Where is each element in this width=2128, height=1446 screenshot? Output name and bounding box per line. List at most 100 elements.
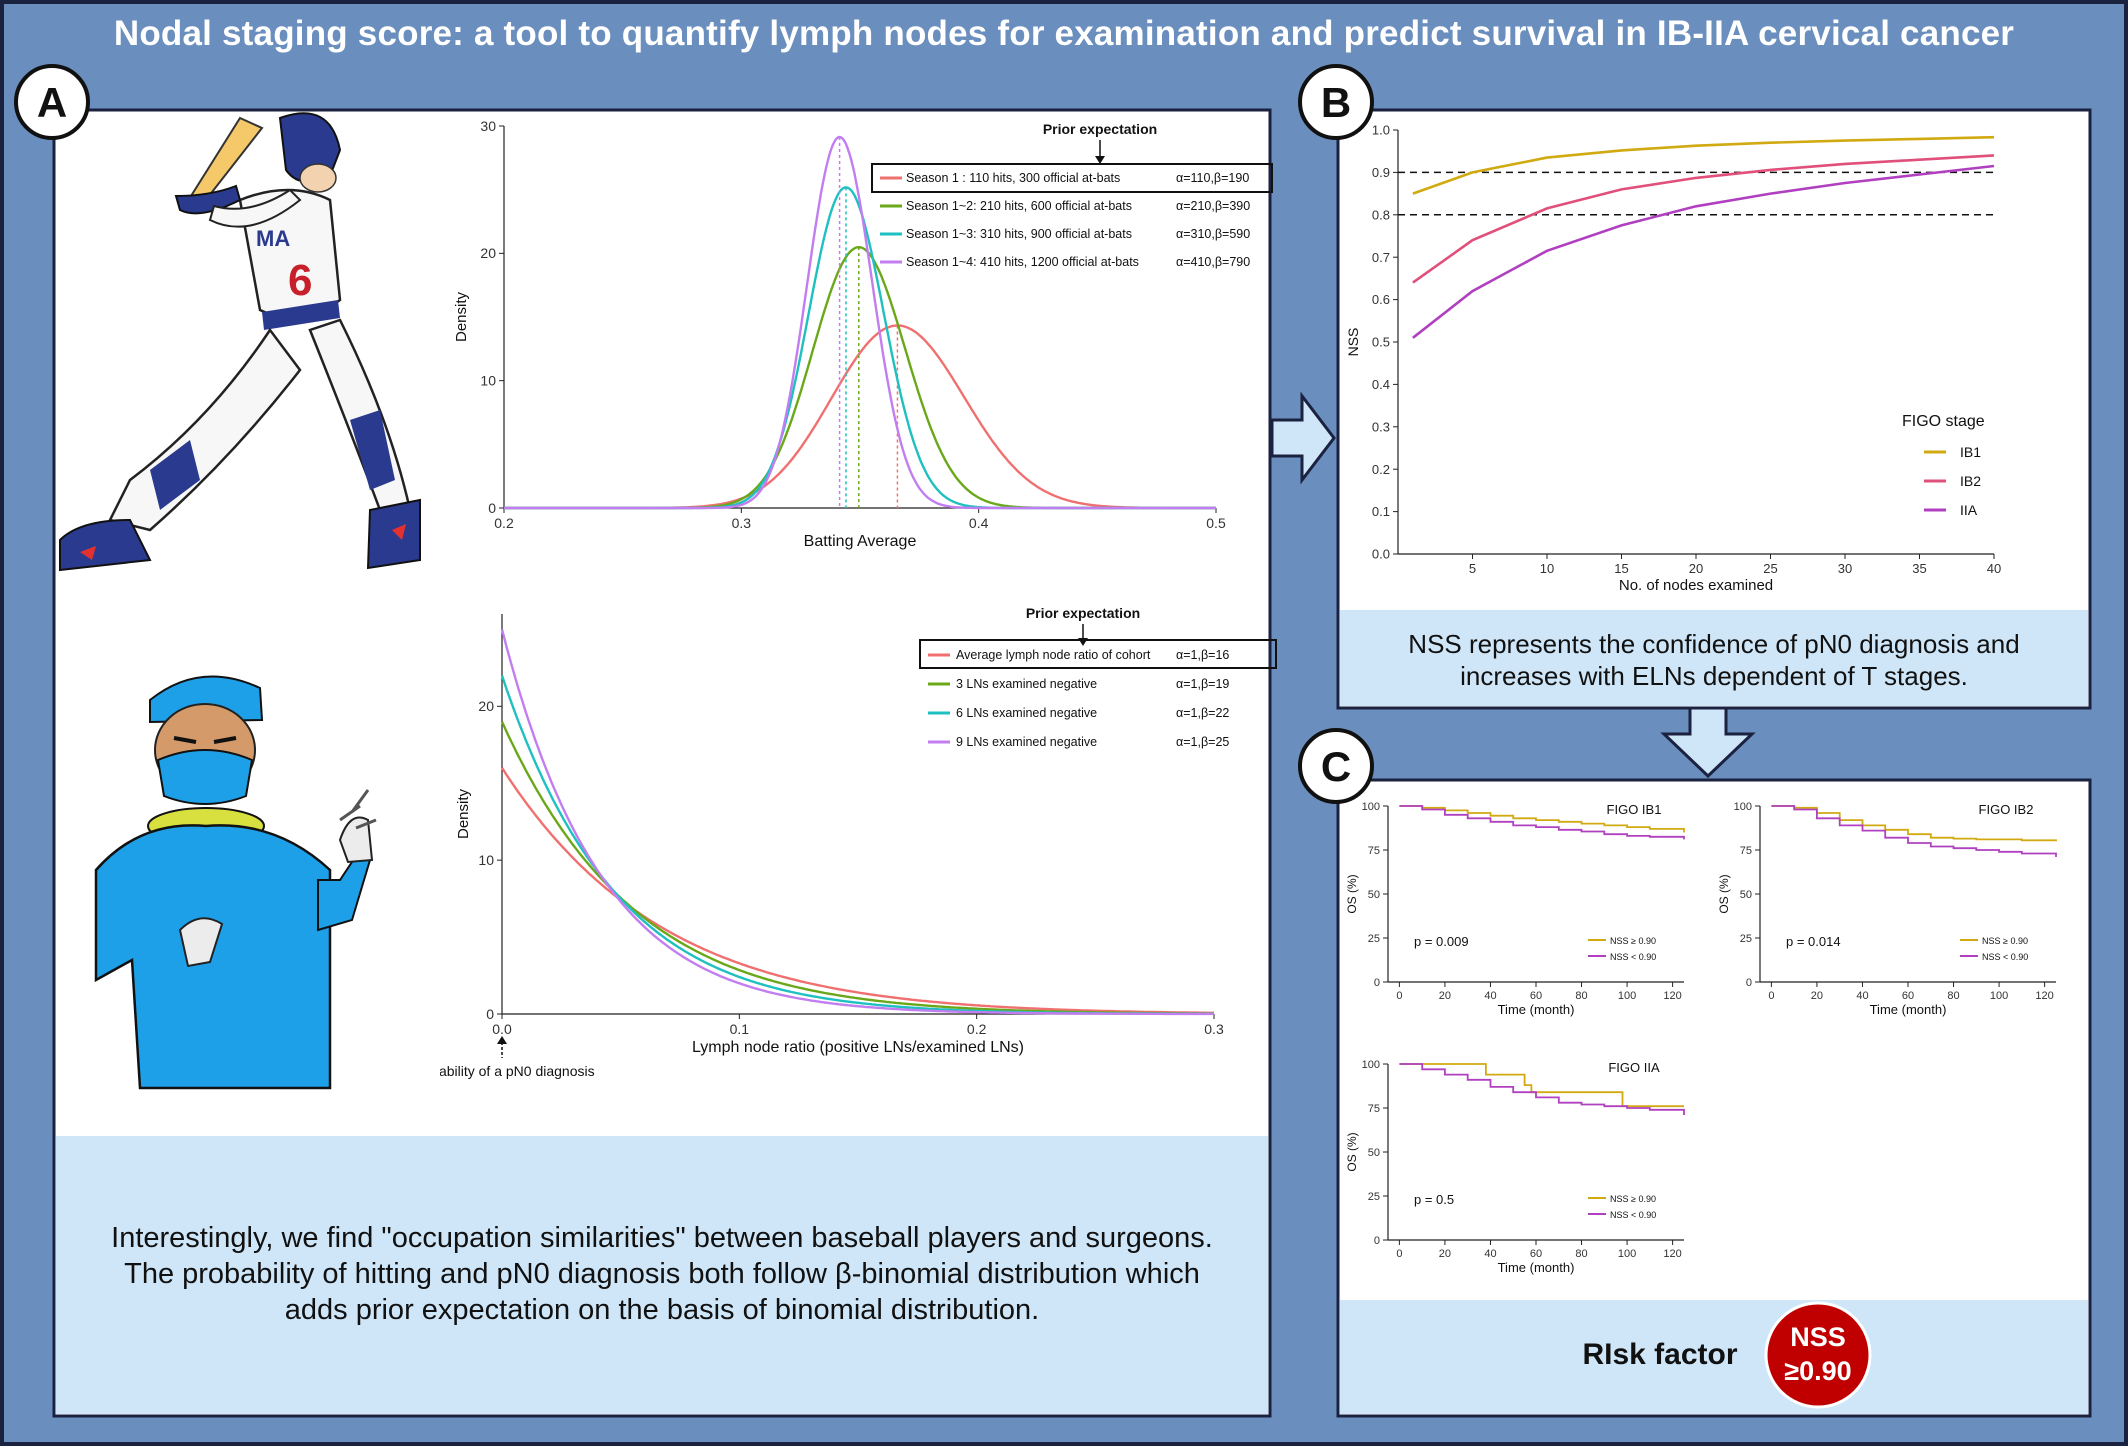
risk-badge-text: NSS ≥0.90 <box>1766 1320 1870 1388</box>
chart-nss: 0.0 0.1 0.2 0.3 0.4 0.5 0.6 0.7 0.8 0.9 1.0 5 10 15 20… <box>1345 123 2001 594</box>
y-tick-label: 30 <box>480 118 496 134</box>
prior-expectation-label: Prior expectation <box>1026 605 1140 621</box>
legend-label: IIA <box>1960 502 1978 518</box>
x-tick-label: 20 <box>1689 561 1703 576</box>
km-title: FIGO IIA <box>1608 1060 1660 1075</box>
y-tick-label: 100 <box>1362 1059 1380 1071</box>
legend-label: Average lymph node ratio of cohort <box>956 648 1151 662</box>
x-tick-label: 40 <box>1484 990 1496 1002</box>
x-tick-label: 20 <box>1811 990 1823 1002</box>
arrow-right-icon <box>1270 391 1336 485</box>
km-title: FIGO IB2 <box>1979 802 2034 817</box>
panel-b-caption-line-1: NSS represents the confidence of pN0 dia… <box>1408 629 2020 659</box>
survival-curve <box>1399 1063 1684 1108</box>
x-tick-label: 0.1 <box>730 1021 750 1037</box>
y-tick-label: 25 <box>1368 1191 1380 1203</box>
legend-label: NSS ≥ 0.90 <box>1610 1194 1656 1204</box>
y-axis-label: Density <box>455 788 472 839</box>
x-tick-label: 30 <box>1838 561 1852 576</box>
x-tick-label: 80 <box>1575 990 1587 1002</box>
legend-label: NSS < 0.90 <box>1610 952 1656 962</box>
chart-km-ib1: 0 25 50 75 100 0 20 40 60 80 100 120 Time (month) OS … <box>1345 801 1685 1017</box>
y-axis-label: OS (%) <box>1717 874 1731 913</box>
panel-c-caption-box <box>1340 1300 2088 1414</box>
x-tick-label: 5 <box>1469 561 1476 576</box>
x-tick-label: 80 <box>1947 990 1959 1002</box>
y-tick-label: 0.5 <box>1372 335 1390 350</box>
y-axis-label: Density <box>453 291 470 342</box>
legend-label: Season 1~2: 210 hits, 600 official at-ba… <box>906 199 1132 213</box>
x-axis-label: Time (month) <box>1870 1002 1947 1017</box>
legend-params: α=1,β=25 <box>1176 735 1229 749</box>
x-tick-label: 0.0 <box>492 1021 512 1037</box>
y-axis-label: OS (%) <box>1345 1132 1359 1171</box>
x-tick-label: 0.2 <box>967 1021 987 1037</box>
survival-curve <box>1399 1063 1685 1115</box>
x-tick-label: 120 <box>1663 1248 1681 1260</box>
legend-params: α=210,β=390 <box>1176 199 1250 213</box>
panel-b-caption: NSS represents the confidence of pN0 dia… <box>1340 628 2088 692</box>
pn0-label: Probability of a pN0 diagnosis <box>440 1063 595 1079</box>
legend-highlight-box <box>871 163 1273 193</box>
panel-b-caption-line-2: increases with ELNs dependent of T stage… <box>1460 661 1968 691</box>
chart-km-ib2: 0 25 50 75 100 0 20 40 60 80 100 120 Time (month) OS … <box>1717 801 2057 1017</box>
p-value: p = 0.5 <box>1414 1192 1454 1207</box>
figure-title: Nodal staging score: a tool to quantify … <box>113 14 2015 53</box>
legend-title: FIGO stage <box>1902 413 1985 430</box>
panel-a-caption-line-1: Interestingly, we find "occupation simil… <box>111 1222 1213 1254</box>
y-tick-label: 1.0 <box>1372 123 1390 138</box>
x-tick-label: 15 <box>1614 561 1628 576</box>
x-tick-label: 120 <box>1663 990 1681 1002</box>
y-tick-label: 0 <box>488 500 496 516</box>
y-axis-label: OS (%) <box>1345 874 1359 913</box>
x-tick-label: 100 <box>1618 1248 1636 1260</box>
p-value: p = 0.014 <box>1786 934 1841 949</box>
panel-a-caption-line-3: adds prior expectation on the basis of b… <box>284 1294 1040 1326</box>
x-tick-label: 0 <box>1396 1248 1402 1260</box>
panel-a-caption-line-2: The probability of hitting and pN0 diagn… <box>124 1258 1200 1290</box>
y-tick-label: 0 <box>486 1006 494 1022</box>
x-tick-label: 40 <box>1484 1248 1496 1260</box>
x-tick-label: 35 <box>1912 561 1926 576</box>
y-tick-label: 0.1 <box>1372 504 1390 519</box>
y-tick-label: 0.6 <box>1372 292 1390 307</box>
y-tick-label: 0 <box>1374 977 1380 989</box>
y-tick-label: 25 <box>1740 933 1752 945</box>
legend-label: Season 1~3: 310 hits, 900 official at-ba… <box>906 227 1132 241</box>
nss-curve <box>1412 164 1995 339</box>
km-title: FIGO IB1 <box>1607 802 1662 817</box>
density-curve <box>500 675 1214 1015</box>
x-tick-label: 40 <box>1987 561 2001 576</box>
x-tick-label: 20 <box>1439 1248 1451 1260</box>
legend-params: α=1,β=16 <box>1176 648 1229 662</box>
x-tick-label: 100 <box>1618 990 1636 1002</box>
legend-label: Season 1~4: 410 hits, 1200 official at-b… <box>906 255 1139 269</box>
legend-params: α=1,β=22 <box>1176 706 1229 720</box>
legend-label: 9 LNs examined negative <box>956 735 1097 749</box>
y-tick-label: 20 <box>480 245 496 261</box>
x-tick-label: 0.3 <box>732 515 752 531</box>
x-tick-label: 0.4 <box>969 515 989 531</box>
legend-label: 3 LNs examined negative <box>956 677 1097 691</box>
x-tick-label: 25 <box>1763 561 1777 576</box>
legend-params: α=110,β=190 <box>1176 171 1249 185</box>
y-tick-label: 50 <box>1368 1147 1380 1159</box>
nss-curve <box>1412 135 1995 195</box>
x-axis-label: No. of nodes examined <box>1619 577 1773 594</box>
panel-a-badge: A <box>14 64 90 140</box>
chart-km-iia: 0 25 50 75 100 0 20 40 60 80 100 120 Time (month) OS … <box>1345 1059 1685 1275</box>
y-tick-label: 75 <box>1740 845 1752 857</box>
y-tick-label: 0.0 <box>1372 547 1390 562</box>
density-curve <box>504 324 1216 510</box>
x-axis-label: Time (month) <box>1498 1260 1575 1275</box>
y-tick-label: 100 <box>1362 801 1380 813</box>
legend-params: α=310,β=590 <box>1176 227 1250 241</box>
x-tick-label: 60 <box>1902 990 1914 1002</box>
density-curve <box>500 721 1214 1015</box>
chart-batting: 0 10 20 30 0.2 0.3 0.4 0.5 Batting Average Densit… <box>453 118 1273 550</box>
x-tick-label: 10 <box>1540 561 1554 576</box>
y-tick-label: 25 <box>1368 933 1380 945</box>
risk-badge-circle <box>1764 1301 1872 1409</box>
